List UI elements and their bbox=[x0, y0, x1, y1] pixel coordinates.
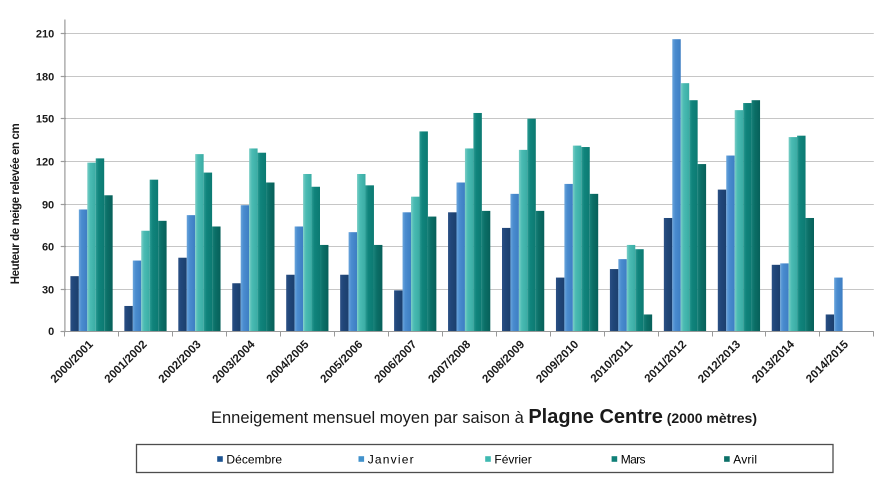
svg-text:0: 0 bbox=[48, 326, 54, 338]
svg-text:Janvier: Janvier bbox=[368, 452, 415, 466]
svg-text:Mars: Mars bbox=[621, 452, 646, 466]
svg-text:Heuteur de neige relevée en cm: Heuteur de neige relevée en cm bbox=[10, 124, 22, 285]
svg-text:Enneigement mensuel moyen par: Enneigement mensuel moyen par saison à P… bbox=[211, 406, 757, 428]
svg-text:Février: Février bbox=[494, 452, 531, 466]
svg-text:Décembre: Décembre bbox=[226, 452, 282, 466]
svg-text:Avril: Avril bbox=[733, 452, 757, 466]
svg-text:150: 150 bbox=[36, 113, 54, 125]
svg-text:30: 30 bbox=[42, 284, 54, 296]
svg-text:180: 180 bbox=[36, 71, 54, 83]
svg-text:210: 210 bbox=[36, 28, 54, 40]
svg-text:60: 60 bbox=[42, 241, 54, 253]
svg-text:120: 120 bbox=[36, 156, 54, 168]
svg-text:90: 90 bbox=[42, 199, 54, 211]
